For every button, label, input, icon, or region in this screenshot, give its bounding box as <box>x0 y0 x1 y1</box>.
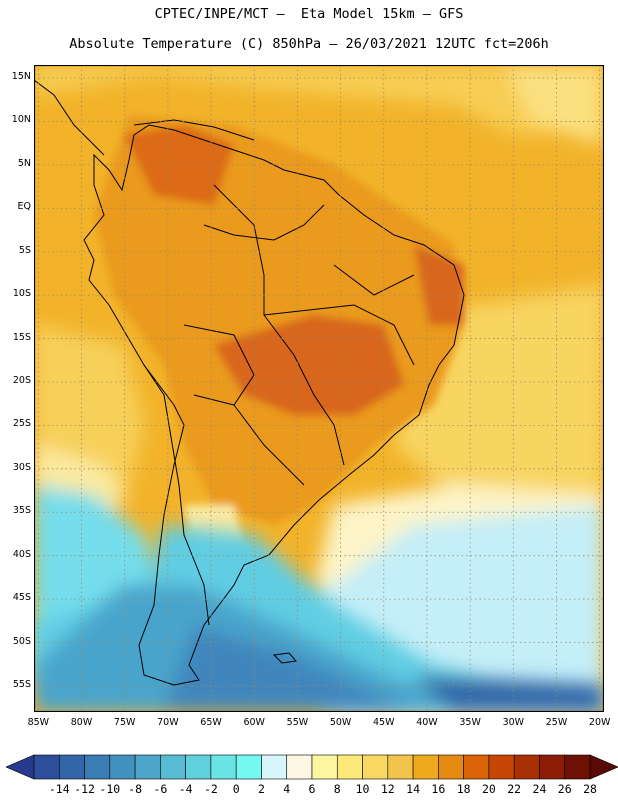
colorbar-swatch <box>134 754 161 780</box>
coastline-south-america <box>83 124 465 686</box>
colorbar-swatch <box>539 754 566 780</box>
border-brazil-states <box>263 264 415 366</box>
field-southeast-deep <box>414 675 604 712</box>
colorbar-label: 6 <box>308 782 316 796</box>
lon-label: 85W <box>27 717 50 728</box>
colorbar-label: -10 <box>99 782 121 796</box>
colorbar-label: 16 <box>431 782 446 796</box>
colorbar-label: 12 <box>380 782 395 796</box>
lon-label: 75W <box>113 717 136 728</box>
colorbar-swatch <box>362 754 389 780</box>
colorbar-min-arrow <box>6 754 35 780</box>
colorbar-swatch <box>84 754 111 780</box>
lon-label: 60W <box>243 717 265 728</box>
title-line-1: CPTEC/INPE/MCT – Eta Model 15km – GFS <box>154 6 464 22</box>
coastlines <box>34 79 465 686</box>
lon-label: 25W <box>545 717 568 728</box>
title-line-2: Absolute Temperature (C) 850hPa – 26/03/… <box>69 36 549 52</box>
colorbar-swatch <box>513 754 540 780</box>
colorbar-label: -4 <box>178 782 193 796</box>
colorbar-swatch <box>564 754 591 780</box>
lat-label: 15N <box>11 71 31 83</box>
colorbar-swatch <box>261 754 288 780</box>
colorbar-label: -8 <box>128 782 142 796</box>
border-argentina <box>233 404 305 486</box>
colorbar-swatch <box>210 754 237 780</box>
lat-label: 20S <box>12 374 31 386</box>
lat-label: 50S <box>12 635 31 647</box>
colorbar-label: 0 <box>232 782 240 796</box>
lon-label: 45W <box>373 717 395 728</box>
graticule <box>34 65 604 712</box>
field-hot-east <box>414 245 464 325</box>
map-border <box>34 65 604 712</box>
colorbar-swatch <box>488 754 515 780</box>
lat-label: 10S <box>12 288 31 300</box>
colorbar-label: 14 <box>406 782 420 796</box>
field-south-deep <box>164 625 414 712</box>
lon-label: 65W <box>200 717 222 728</box>
falkland-islands <box>272 652 297 664</box>
lat-label: 15S <box>12 331 31 343</box>
colorbar-swatch <box>33 754 60 780</box>
border-brazil-west <box>213 184 345 466</box>
colorbar-label: 4 <box>283 782 291 796</box>
colorbar-label: 2 <box>257 782 265 796</box>
colorbar-label: 22 <box>507 782 522 796</box>
lon-label: 40W <box>416 717 438 728</box>
colorbar <box>6 754 618 780</box>
colorbar-swatch <box>235 754 262 780</box>
colorbar-swatch <box>438 754 464 780</box>
lat-label: 45S <box>12 592 31 604</box>
lon-label: 50W <box>329 717 352 728</box>
colorbar-label: -2 <box>203 782 218 796</box>
lon-label: 80W <box>70 717 93 728</box>
lon-label: 20W <box>588 717 611 728</box>
lat-label: 35S <box>12 505 31 517</box>
border-bolivia <box>183 324 255 406</box>
lat-label: 55S <box>12 678 31 690</box>
lat-label: 40S <box>12 548 31 560</box>
colorbar-swatch <box>160 754 186 780</box>
temperature-map <box>34 65 604 712</box>
colorbar-max-arrow <box>589 754 618 780</box>
colorbar-swatch <box>311 754 338 780</box>
caribbean-coast <box>133 119 255 141</box>
colorbar-swatch <box>387 754 414 780</box>
field-north-yellow <box>34 65 604 135</box>
colorbar-swatch <box>109 754 136 780</box>
lat-label: 30S <box>12 461 31 473</box>
colorbar-label: 18 <box>456 782 471 796</box>
colorbar-swatch <box>463 754 490 780</box>
border-brazil-north <box>203 204 325 241</box>
field-hot-center <box>214 315 404 415</box>
lon-label: 30W <box>502 717 525 728</box>
colorbar-label: 10 <box>355 782 370 796</box>
colorbar-label: 20 <box>481 782 496 796</box>
border-andes <box>143 364 210 626</box>
lat-label: 25S <box>12 418 31 430</box>
colorbar-swatch <box>412 754 439 780</box>
colorbar-swatch <box>286 754 313 780</box>
colorbar-swatch <box>185 754 212 780</box>
lon-label: 70W <box>157 717 179 728</box>
lat-label: 5N <box>17 157 31 169</box>
colorbar-label: 28 <box>583 782 597 796</box>
field-land-warm <box>94 115 464 525</box>
lat-label: EQ <box>17 201 31 213</box>
lon-label: 35W <box>459 717 481 728</box>
colorbar-swatch <box>336 754 363 780</box>
central-america-coast <box>34 79 105 156</box>
lat-label: 10N <box>11 114 31 126</box>
field-northeast-light <box>504 65 604 145</box>
lon-label: 55W <box>286 717 309 728</box>
lat-label: 5S <box>18 244 31 256</box>
colorbar-label: -14 <box>48 782 70 796</box>
colorbar-label: -6 <box>153 782 168 796</box>
colorbar-label: 26 <box>557 782 572 796</box>
colorbar-label: 24 <box>532 782 547 796</box>
colorbar-swatch <box>58 754 85 780</box>
colorbar-label: 8 <box>333 782 341 796</box>
colorbar-label: -12 <box>74 782 95 796</box>
